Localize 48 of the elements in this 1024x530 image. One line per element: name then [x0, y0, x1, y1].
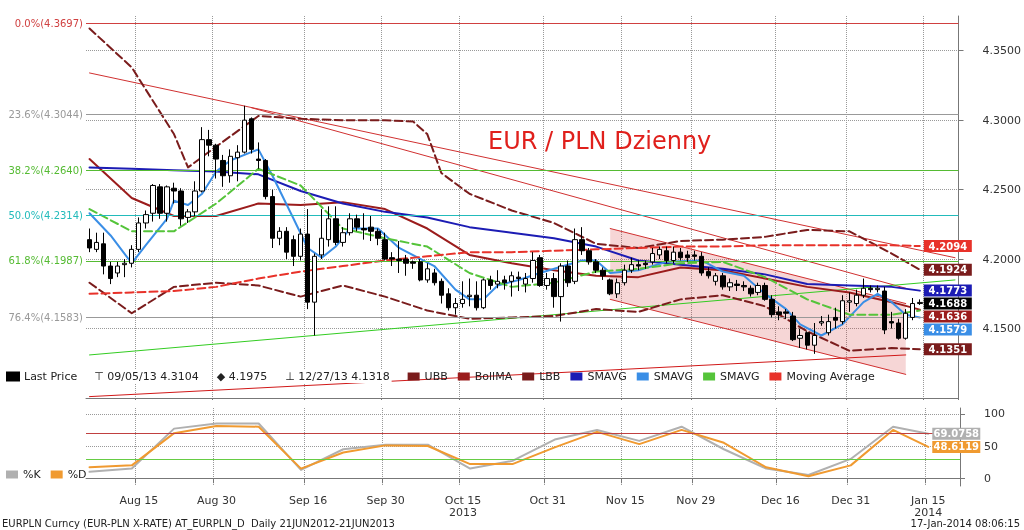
legend-label: SMAVG	[587, 370, 627, 383]
x-tick-label: Oct 31	[529, 493, 566, 507]
x-tick-label: Dec 16	[760, 493, 800, 507]
ref-line-label: 38.2%(4.2640)	[8, 164, 84, 176]
x-tick-label: Oct 15 2013	[444, 493, 482, 519]
data-label: 4.1773	[928, 285, 968, 297]
annotation: ⊤ 09/05/13 4.3104	[94, 370, 199, 383]
y-tick-label: 4.3500	[982, 44, 1022, 58]
x-tick-label: Jan 15 2014	[910, 493, 946, 519]
legend-label: SMAVG	[653, 370, 694, 383]
x-tick-label: Nov 29	[676, 493, 716, 507]
data-label: 4.1636	[928, 311, 968, 323]
text: EURPLN Curncy (EUR-PLN X-RATE) AT_EURPLN_D Daily 21JUN2012-21JUN2013	[2, 517, 395, 530]
text: EUR / PLN Dzienny	[488, 127, 712, 155]
legend-label: SMAVG	[720, 370, 760, 383]
legend-label: Moving Average	[786, 370, 876, 383]
ref-line-label: 0.0%(4.3697)	[14, 17, 84, 29]
legend-label: %K	[23, 468, 42, 481]
legend-label: Last Price	[24, 370, 78, 383]
x-tick-label: Dec 31	[831, 493, 871, 507]
legend-label: %D	[67, 468, 87, 481]
text: 17-Jan-2014 08:06:15	[910, 517, 1020, 529]
x-tick-label: Sep 16	[288, 493, 328, 507]
legend-label: LBB	[539, 370, 561, 383]
y-tick-label: 4.3000	[982, 113, 1022, 127]
ref-line-label: 76.4%(4.1583)	[8, 311, 84, 323]
annotation: ⊥ 12/27/13 4.1318	[285, 370, 390, 383]
ref-line-label: 23.6%(4.3044)	[8, 108, 84, 120]
y-tick-label: 4.1500	[982, 322, 1022, 336]
text: 4.1688	[928, 298, 968, 310]
data-label: 4.2094	[928, 240, 968, 252]
x-tick-label: Aug 30	[196, 493, 236, 507]
x-tick-label: Sep 30	[366, 493, 405, 507]
data-label: 48.6119	[933, 441, 980, 453]
data-label: 4.1579	[928, 324, 968, 336]
data-label: 4.1351	[928, 343, 968, 355]
x-tick-label: Aug 15	[119, 493, 159, 507]
ref-line-label: 50.0%(4.2314)	[8, 209, 84, 221]
y-tick-label: 100	[984, 407, 1005, 421]
x-tick-label: Nov 15	[605, 493, 645, 507]
annotation: ◆ 4.1975	[216, 370, 268, 383]
y-tick-label: 4.2000	[982, 252, 1022, 266]
data-label: 69.0758	[933, 428, 980, 440]
y-tick-label: 0	[984, 471, 991, 485]
y-tick-label: 50	[984, 439, 998, 453]
ref-line-label: 61.8%(4.1987)	[8, 255, 84, 267]
y-tick-label: 4.2500	[982, 183, 1022, 197]
data-label: 4.1924	[928, 264, 968, 276]
